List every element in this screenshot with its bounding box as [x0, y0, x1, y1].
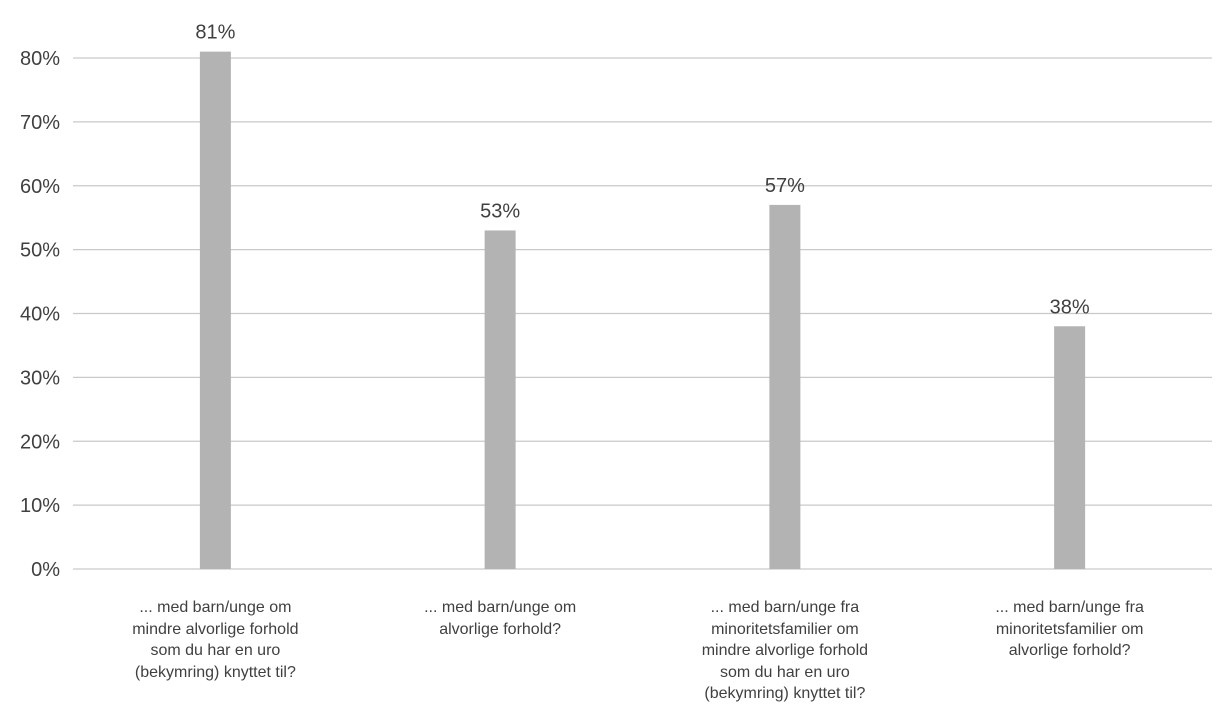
bar-4 [1054, 326, 1086, 569]
bar-3 [769, 204, 801, 569]
bar-2 [484, 230, 516, 569]
x-category-label-3: ... med barn/unge fra minoritetsfamilier… [701, 599, 869, 702]
data-label-3: 57% [765, 175, 805, 197]
y-tick-label: 0% [31, 559, 60, 581]
data-labels: 81% 53% 57% 38% [195, 22, 1089, 319]
x-category-label-4: ... med barn/unge fra minoritetsfamilier… [995, 599, 1144, 659]
y-tick-label: 20% [20, 431, 60, 453]
x-category-label-2: ... med barn/unge om alvorlige forhold? [424, 599, 577, 638]
data-label-1: 81% [195, 22, 235, 44]
y-tick-label: 50% [20, 240, 60, 262]
bars [199, 51, 1086, 570]
data-label-4: 38% [1050, 296, 1090, 318]
y-tick-label: 40% [20, 304, 60, 326]
y-tick-label: 70% [20, 112, 60, 134]
data-label-2: 53% [480, 200, 520, 222]
y-tick-label: 60% [20, 176, 60, 198]
gridlines [73, 57, 1212, 570]
y-tick-label: 80% [20, 48, 60, 70]
y-tick-label: 30% [20, 367, 60, 389]
y-axis-tick-labels: 0% 10% 20% 30% 40% 50% 60% 70% 80% [20, 48, 60, 581]
x-category-label-1: ... med barn/unge om mindre alvorlige fo… [132, 599, 299, 681]
y-tick-label: 10% [20, 495, 60, 517]
bar-1 [199, 51, 231, 570]
